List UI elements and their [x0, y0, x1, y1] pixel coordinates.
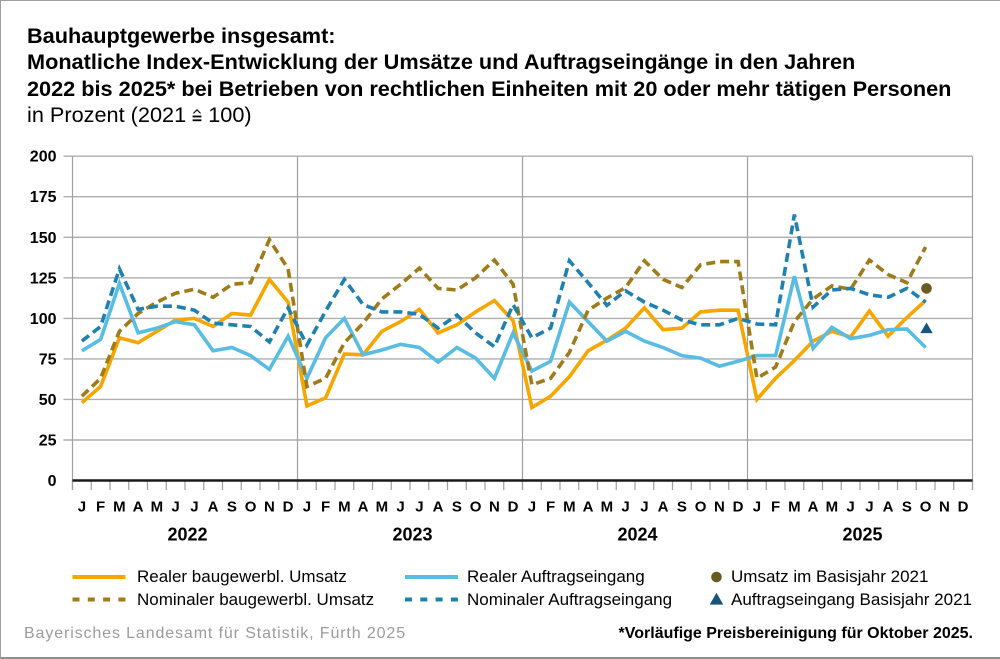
svg-text:2024: 2024: [617, 525, 657, 545]
svg-text:A: A: [658, 499, 669, 516]
svg-text:D: D: [508, 499, 519, 516]
svg-text:N: N: [939, 499, 950, 516]
svg-text:O: O: [245, 499, 257, 516]
svg-text:M: M: [563, 499, 576, 516]
svg-text:M: M: [376, 499, 389, 516]
svg-text:125: 125: [30, 270, 57, 287]
svg-text:A: A: [883, 499, 894, 516]
svg-text:A: A: [583, 499, 594, 516]
svg-text:O: O: [470, 499, 482, 516]
svg-text:O: O: [920, 499, 932, 516]
svg-text:F: F: [96, 499, 105, 516]
svg-text:S: S: [677, 499, 687, 516]
svg-text:2022: 2022: [167, 525, 207, 545]
svg-text:M: M: [601, 499, 614, 516]
svg-text:M: M: [788, 499, 801, 516]
svg-text:A: A: [208, 499, 219, 516]
svg-text:M: M: [826, 499, 839, 516]
svg-text:J: J: [528, 499, 536, 516]
svg-text:2025: 2025: [842, 525, 882, 545]
svg-text:J: J: [865, 499, 873, 516]
svg-text:A: A: [358, 499, 369, 516]
svg-text:J: J: [396, 499, 404, 516]
svg-text:F: F: [771, 499, 780, 516]
svg-text:S: S: [227, 499, 237, 516]
svg-text:175: 175: [30, 189, 57, 206]
svg-text:2023: 2023: [392, 525, 432, 545]
svg-text:S: S: [452, 499, 462, 516]
svg-text:J: J: [78, 499, 86, 516]
svg-text:D: D: [733, 499, 744, 516]
svg-text:N: N: [489, 499, 500, 516]
svg-text:75: 75: [39, 351, 57, 368]
svg-text:M: M: [151, 499, 164, 516]
svg-text:S: S: [902, 499, 912, 516]
svg-text:N: N: [264, 499, 275, 516]
svg-text:M: M: [113, 499, 126, 516]
svg-text:J: J: [640, 499, 648, 516]
svg-text:25: 25: [39, 433, 57, 450]
svg-text:100: 100: [30, 311, 57, 328]
svg-text:F: F: [321, 499, 330, 516]
svg-text:J: J: [171, 499, 179, 516]
svg-text:J: J: [753, 499, 761, 516]
svg-text:0: 0: [48, 473, 57, 490]
svg-text:M: M: [338, 499, 351, 516]
svg-text:A: A: [808, 499, 819, 516]
svg-text:D: D: [283, 499, 294, 516]
svg-text:J: J: [190, 499, 198, 516]
svg-text:150: 150: [30, 230, 57, 247]
svg-text:J: J: [303, 499, 311, 516]
svg-text:A: A: [133, 499, 144, 516]
svg-text:A: A: [433, 499, 444, 516]
svg-text:F: F: [546, 499, 555, 516]
svg-text:N: N: [714, 499, 725, 516]
svg-text:O: O: [695, 499, 707, 516]
svg-text:J: J: [846, 499, 854, 516]
svg-text:50: 50: [39, 392, 57, 409]
svg-text:D: D: [958, 499, 969, 516]
svg-text:200: 200: [30, 149, 57, 166]
svg-text:J: J: [621, 499, 629, 516]
svg-text:J: J: [415, 499, 423, 516]
